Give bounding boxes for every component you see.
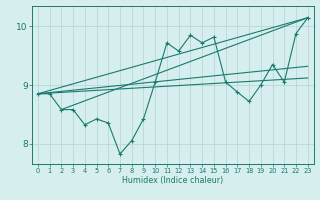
X-axis label: Humidex (Indice chaleur): Humidex (Indice chaleur) <box>122 176 223 185</box>
